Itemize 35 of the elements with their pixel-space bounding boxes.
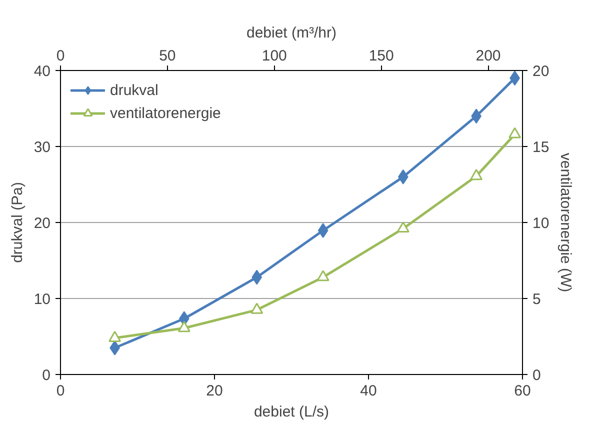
y2-tick-label: 20 [532,63,550,80]
y2-tick-label: 5 [532,291,541,308]
y2-tick-label: 0 [532,367,541,384]
point [318,222,328,238]
y2-tick-label: 15 [532,139,550,156]
x2-tick-label: 100 [262,48,287,64]
point [178,321,190,332]
y-tick-label: 40 [34,63,51,80]
y2-axis-title: ventilatorenergie (W) [557,152,574,292]
y-tick-label: 30 [34,139,51,156]
x2-tick-label: 200 [476,48,501,64]
point [396,221,410,233]
x2-tick-label: 0 [56,48,65,64]
x-axis-title: debiet (L/s) [254,404,330,420]
point [316,270,330,282]
point [508,127,522,138]
legend-label: ventilatorenergie [110,104,221,122]
x2-axis-title: debiet (m³/hr) [246,24,337,42]
x-tick-label: 60 [514,382,531,400]
x-tick-label: 20 [206,382,223,400]
x-tick-label: 40 [360,382,377,400]
x2-tick-label: 50 [159,48,176,64]
point [398,169,408,184]
point [470,169,483,180]
y-tick-label: 0 [42,367,50,384]
y-tick-label: 20 [34,215,51,232]
y-tick-label: 10 [34,291,51,308]
y-axis-title: drukval (Pa) [8,182,26,263]
point [108,330,122,342]
x-tick-label: 0 [56,382,65,400]
point [250,302,264,314]
y2-tick-label: 10 [532,215,550,232]
x2-tick-label: 150 [368,48,394,64]
point [252,270,262,285]
legend-label: drukval [110,82,158,98]
